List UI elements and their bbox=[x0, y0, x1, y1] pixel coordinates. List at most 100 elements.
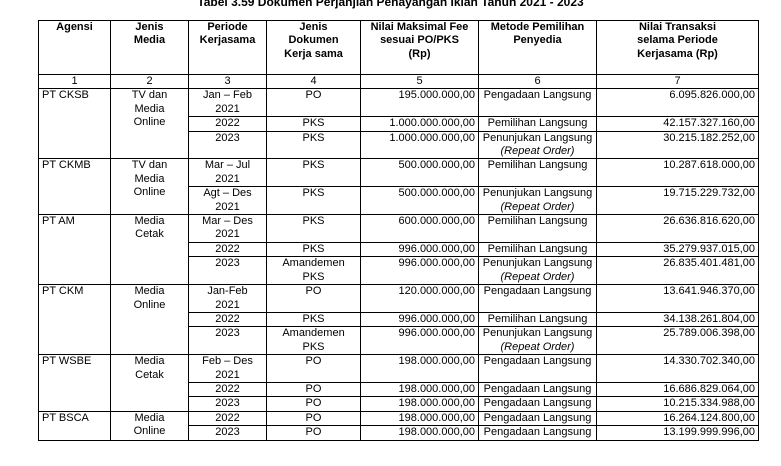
fee: 198.000.000,00 bbox=[360, 381, 479, 398]
period: 2022 bbox=[215, 312, 240, 325]
period-cell: Feb – Des 2021 bbox=[188, 354, 267, 383]
period-cell: Jan – Feb 2021 bbox=[188, 88, 267, 118]
column-header: Metode Pemilihan Penyedia bbox=[478, 20, 597, 75]
period: Jan – Feb 2021 bbox=[203, 89, 252, 115]
period-cell: Jan-Feb 2021 bbox=[188, 284, 267, 313]
transaction: 13.199.999.996,00 bbox=[596, 425, 759, 441]
media-cell: Media Online bbox=[110, 410, 189, 441]
column-header: Nilai Transaksi selama Periode Kerjasama… bbox=[596, 20, 759, 75]
document-cell: PO bbox=[266, 425, 361, 441]
method-cell: Penunjukan Langsung (Repeat Order) bbox=[478, 256, 597, 286]
table-title: Tabel 3.59 Dokumen Perjanjian Penayangan… bbox=[197, 0, 584, 9]
method: Pemilihan Langsung bbox=[487, 117, 588, 130]
document-cell: PKS bbox=[266, 311, 361, 328]
document-cell: Amandemen PKS bbox=[266, 256, 361, 286]
document: PO bbox=[305, 411, 322, 424]
transaction: 10.287.618.000,00 bbox=[596, 158, 759, 188]
document: PO bbox=[305, 89, 322, 102]
transaction: 14.330.702.340,00 bbox=[596, 354, 759, 383]
transaction: 35.279.937.015,00 bbox=[596, 241, 759, 258]
method-cell: Penunjukan Langsung (Repeat Order) bbox=[478, 326, 597, 356]
media: Media Cetak bbox=[134, 215, 165, 241]
column-number: 6 bbox=[478, 73, 597, 90]
period: 2023 bbox=[215, 257, 240, 270]
document-cell: PKS bbox=[266, 130, 361, 160]
transaction: 6.095.826.000,00 bbox=[596, 88, 759, 118]
method-cell: Pemilihan Langsung bbox=[478, 311, 597, 328]
fee: 996.000.000,00 bbox=[360, 256, 479, 286]
document-cell: PO bbox=[266, 396, 361, 412]
header-text: Jenis Media bbox=[133, 21, 166, 47]
table-row: PT AM Media Cetak Mar – Des 2021 PKS 600.000… bbox=[38, 214, 759, 286]
period: 2022 bbox=[215, 382, 240, 395]
document-cell: PKS bbox=[266, 186, 361, 216]
fee: 996.000.000,00 bbox=[360, 241, 479, 258]
header-text: Metode Pemilihan Penyedia bbox=[490, 21, 585, 47]
column-number: 2 bbox=[110, 73, 189, 90]
document-cell: Amandemen PKS bbox=[266, 326, 361, 356]
document-cell: PKS bbox=[266, 116, 361, 132]
agency: PT CKMB bbox=[38, 158, 111, 216]
document-cell: PO bbox=[266, 284, 361, 313]
column-header: Jenis Media bbox=[110, 20, 189, 75]
period: 2023 bbox=[215, 397, 240, 410]
media-cell: Media Cetak bbox=[110, 214, 189, 286]
table: Agensi Jenis Media Periode Kerjasama Jenis … bbox=[38, 20, 759, 441]
media-cell: TV dan Media Online bbox=[110, 88, 189, 160]
document: PKS bbox=[302, 131, 325, 144]
header-row: Agensi Jenis Media Periode Kerjasama Jenis … bbox=[38, 20, 759, 75]
method: Pengadaan Langsung bbox=[483, 355, 592, 368]
header-text: Nilai Transaksi selama Periode Kerjasama… bbox=[637, 21, 718, 60]
transaction: 30.215.182.252,00 bbox=[596, 130, 759, 160]
table-row: 2023 PKS 1.000.000.000,00 Penunjukan Langsu… bbox=[39, 130, 759, 160]
header-text: Periode Kerjasama bbox=[199, 21, 256, 47]
media: Media Online bbox=[133, 411, 166, 438]
method: Penunjukan Langsung bbox=[482, 131, 593, 144]
fee: 996.000.000,00 bbox=[360, 326, 479, 356]
method: Pengadaan Langsung bbox=[483, 89, 592, 102]
document-cell: PO bbox=[266, 381, 361, 398]
media-cell: TV dan Media Online bbox=[110, 158, 189, 216]
column-number: 4 bbox=[266, 73, 361, 90]
fee: 500.000.000,00 bbox=[360, 158, 479, 188]
period: Mar – Jul 2021 bbox=[204, 159, 251, 185]
fee: 198.000.000,00 bbox=[360, 396, 479, 412]
period-cell: Agt – Des 2021 bbox=[188, 186, 267, 216]
period-cell: 2022 bbox=[188, 410, 267, 427]
document-cell: PO bbox=[266, 88, 361, 118]
period-cell: Mar – Jul 2021 bbox=[188, 158, 267, 188]
agency: PT BSCA bbox=[38, 410, 111, 441]
method: Pemilihan Langsung bbox=[487, 215, 588, 228]
fee: 996.000.000,00 bbox=[360, 311, 479, 328]
fee: 500.000.000,00 bbox=[360, 186, 479, 216]
period-cell: 2023 bbox=[188, 130, 267, 160]
transaction: 26.835.401.481,00 bbox=[596, 256, 759, 286]
agency: PT AM bbox=[38, 214, 111, 286]
method: Pemilihan Langsung bbox=[487, 159, 588, 172]
document: PO bbox=[305, 285, 322, 298]
method-cell: Pengadaan Langsung bbox=[478, 284, 597, 313]
method-cell: Pemilihan Langsung bbox=[478, 116, 597, 132]
column-header: Jenis Dokumen Kerja sama bbox=[266, 20, 361, 75]
method: Pemilihan Langsung bbox=[487, 242, 588, 255]
fee: 1.000.000.000,00 bbox=[360, 116, 479, 132]
table-row: 2022 PKS 1.000.000.000,00 Pemilihan Langsun… bbox=[39, 116, 759, 132]
media: TV dan Media Online bbox=[131, 89, 168, 129]
media: Media Online bbox=[133, 285, 166, 311]
method-note: (Repeat Order) bbox=[500, 145, 575, 158]
header-text: Nilai Maksimal Fee sesuai PO/PKS (Rp) bbox=[370, 21, 469, 60]
column-header: Agensi bbox=[38, 20, 111, 75]
document: PKS bbox=[302, 312, 325, 325]
period-cell: 2023 bbox=[188, 256, 267, 286]
period: Agt – Des 2021 bbox=[203, 187, 252, 213]
method-cell: Pengadaan Langsung bbox=[478, 354, 597, 383]
period: Feb – Des 2021 bbox=[202, 355, 253, 381]
method-note: (Repeat Order) bbox=[500, 340, 575, 353]
document: PKS bbox=[302, 215, 325, 228]
fee: 198.000.000,00 bbox=[360, 410, 479, 427]
method-cell: Pengadaan Langsung bbox=[478, 410, 597, 427]
agency: PT WSBE bbox=[38, 354, 111, 412]
method-note: (Repeat Order) bbox=[500, 200, 575, 213]
period: 2023 bbox=[215, 327, 240, 340]
